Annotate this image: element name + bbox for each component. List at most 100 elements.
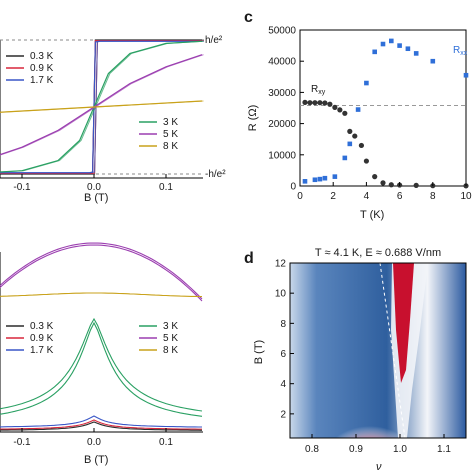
panel-a-legend-label: 0.9 K [30,63,54,74]
panel-c-rxx-point [405,46,411,52]
panel-c-rxy-point [413,182,419,188]
panel-a-legend-label: 5 K [163,129,178,140]
panel-c-y-tick-label: 40000 [268,57,296,68]
panel-b-x-label: B (T) [84,454,108,466]
panel-a-legend-label: 0.3 K [30,51,54,62]
panel-d-y-tick-label: 2 [280,409,286,420]
panel-c-y-tick-label: 0 [290,182,296,193]
panel-c-rxy-point [352,133,358,139]
panel-c-y-label: R (Ω) [247,105,259,132]
heatmap-red-region [393,263,414,383]
panel-d-y-tick-label: 4 [280,379,286,390]
panel-c-rxx-point [430,58,436,64]
panel-d-plot: 0.8 0.9 1.0 1.1 2 4 6 8 10 12 B (T) ν [253,259,467,473]
panel-d-x-tick-label: 1.0 [393,444,407,455]
panel-c-y-tick-label: 10000 [268,150,296,161]
panel-d-y-label: B (T) [253,340,265,364]
panel-c-rxx-point [312,177,318,183]
panel-c-x-tick-label: 6 [397,191,403,202]
panel-a-x-tick-label: -0.1 [13,182,31,193]
panel-c-rxx-point [389,38,394,44]
panel-a-plot: -0.1 0.0 0.1 B (T) h/e² -h/e² 0.3 K0.9 K1.… [0,35,226,204]
panel-d-x-tick-label: 0.8 [305,444,319,455]
panel-b-plot: -0.1 0.0 0.1 B (T) 0.3 K0.9 K1.7 K 3 K5 K8 … [0,242,203,466]
panel-a-annotation-top: h/e² [205,35,223,46]
panel-c-rxy-point [317,100,323,106]
panel-d-x-tick-label: 0.9 [349,444,363,455]
panel-a-x-label: B (T) [84,192,108,204]
panel-b-series-line [0,242,203,300]
panel-c-rxy-point [337,107,343,113]
panel-c-rxy-point [372,174,378,180]
panel-c-rxx-point [355,107,361,112]
panel-b-legend-label: 0.3 K [30,321,54,332]
panel-c-x-tick-label: 10 [460,191,472,202]
panel-c-rxy-point [302,99,308,105]
panel-c-rxx-point [302,179,308,184]
panel-b-legend-label: 0.9 K [30,333,54,344]
panel-c-rxy-point [380,180,386,186]
panel-c-rxx-point [463,72,469,78]
panel-b-legend-label: 5 K [163,333,178,344]
panel-c-x-tick-label: 2 [330,191,336,202]
panel-d-frame [289,262,467,439]
panel-c-rxy-point [358,142,365,149]
panel-b-series-line [0,317,203,412]
panel-b-x-tick-label: -0.1 [13,437,31,448]
heatmap-red-bottom [334,408,406,438]
panel-a-legend-label: 8 K [163,141,178,152]
panel-c-rxx-point [364,80,369,86]
panel-c-rxy-point [347,128,353,134]
panel-c-rxx-point [347,141,353,147]
panel-b-legend-label: 3 K [163,321,178,332]
panel-a-annotation-bottom: -h/e² [205,169,226,180]
panel-b-series-line-return [0,321,203,417]
panel-c-y-tick-label: 30000 [268,88,296,99]
panel-c-rxy-point [307,100,313,106]
panel-c-rxy-point [312,100,318,106]
panel-d-y-tick-label: 6 [280,349,286,360]
panel-b-legend-label: 1.7 K [30,345,54,356]
panel-a-x-tick-label: 0.1 [159,182,173,193]
panel-b-series-line [0,415,202,428]
panel-b-series-line [0,292,203,298]
panel-b-x-tick-label: 0.0 [87,437,101,448]
panel-b-legend-label: 8 K [163,345,178,356]
panel-c-x-tick-label: 4 [364,191,370,202]
panel-c-x-tick-label: 8 [430,191,436,202]
panel-c-rxx-point [413,51,419,56]
panel-c-label: c [244,9,253,26]
panel-a-legend-label: 3 K [163,117,178,128]
panel-d-x-label: ν [376,461,382,473]
panel-c-frame [299,29,467,187]
panel-c-x-label: T (K) [360,209,384,221]
panel-c-rxx-point [380,41,386,47]
panel-c-x-tick-label: 0 [297,191,303,202]
panel-c-rxy-point [322,100,328,106]
panel-c-rxx-point [322,175,328,181]
panel-c-rxx-point [317,176,323,182]
panel-c-y-tick-label: 50000 [268,26,296,37]
panel-d-title: T ≈ 4.1 K, E ≈ 0.688 V/nm [315,247,441,259]
panel-c-rxx-point [342,155,348,161]
panel-d-x-tick-label: 1.1 [437,444,451,455]
panel-c-y-tick-label: 20000 [268,119,296,130]
panel-c-rxy-point [342,110,348,116]
panel-d-y-tick-label: 12 [275,259,287,270]
panel-c-rxy-point [327,101,333,107]
panel-c-rxx-point [332,174,338,179]
panel-a-series-line-return [0,100,204,113]
panel-b-series-line-return [0,244,203,302]
panel-d-label: d [244,250,254,267]
panel-a-x-tick-label: 0.0 [87,182,101,193]
panel-c-rxy-point [332,104,338,110]
panel-d-y-tick-label: 10 [275,289,287,300]
panel-c-rxy-point [388,182,394,188]
panel-c-rxx-point [397,43,402,48]
panel-c-rxx-point [372,49,377,55]
panel-c-legend-rxy: Rxy [311,84,326,96]
panel-d-y-tick-label: 8 [280,319,286,330]
panel-c-rxy-point [363,158,369,164]
